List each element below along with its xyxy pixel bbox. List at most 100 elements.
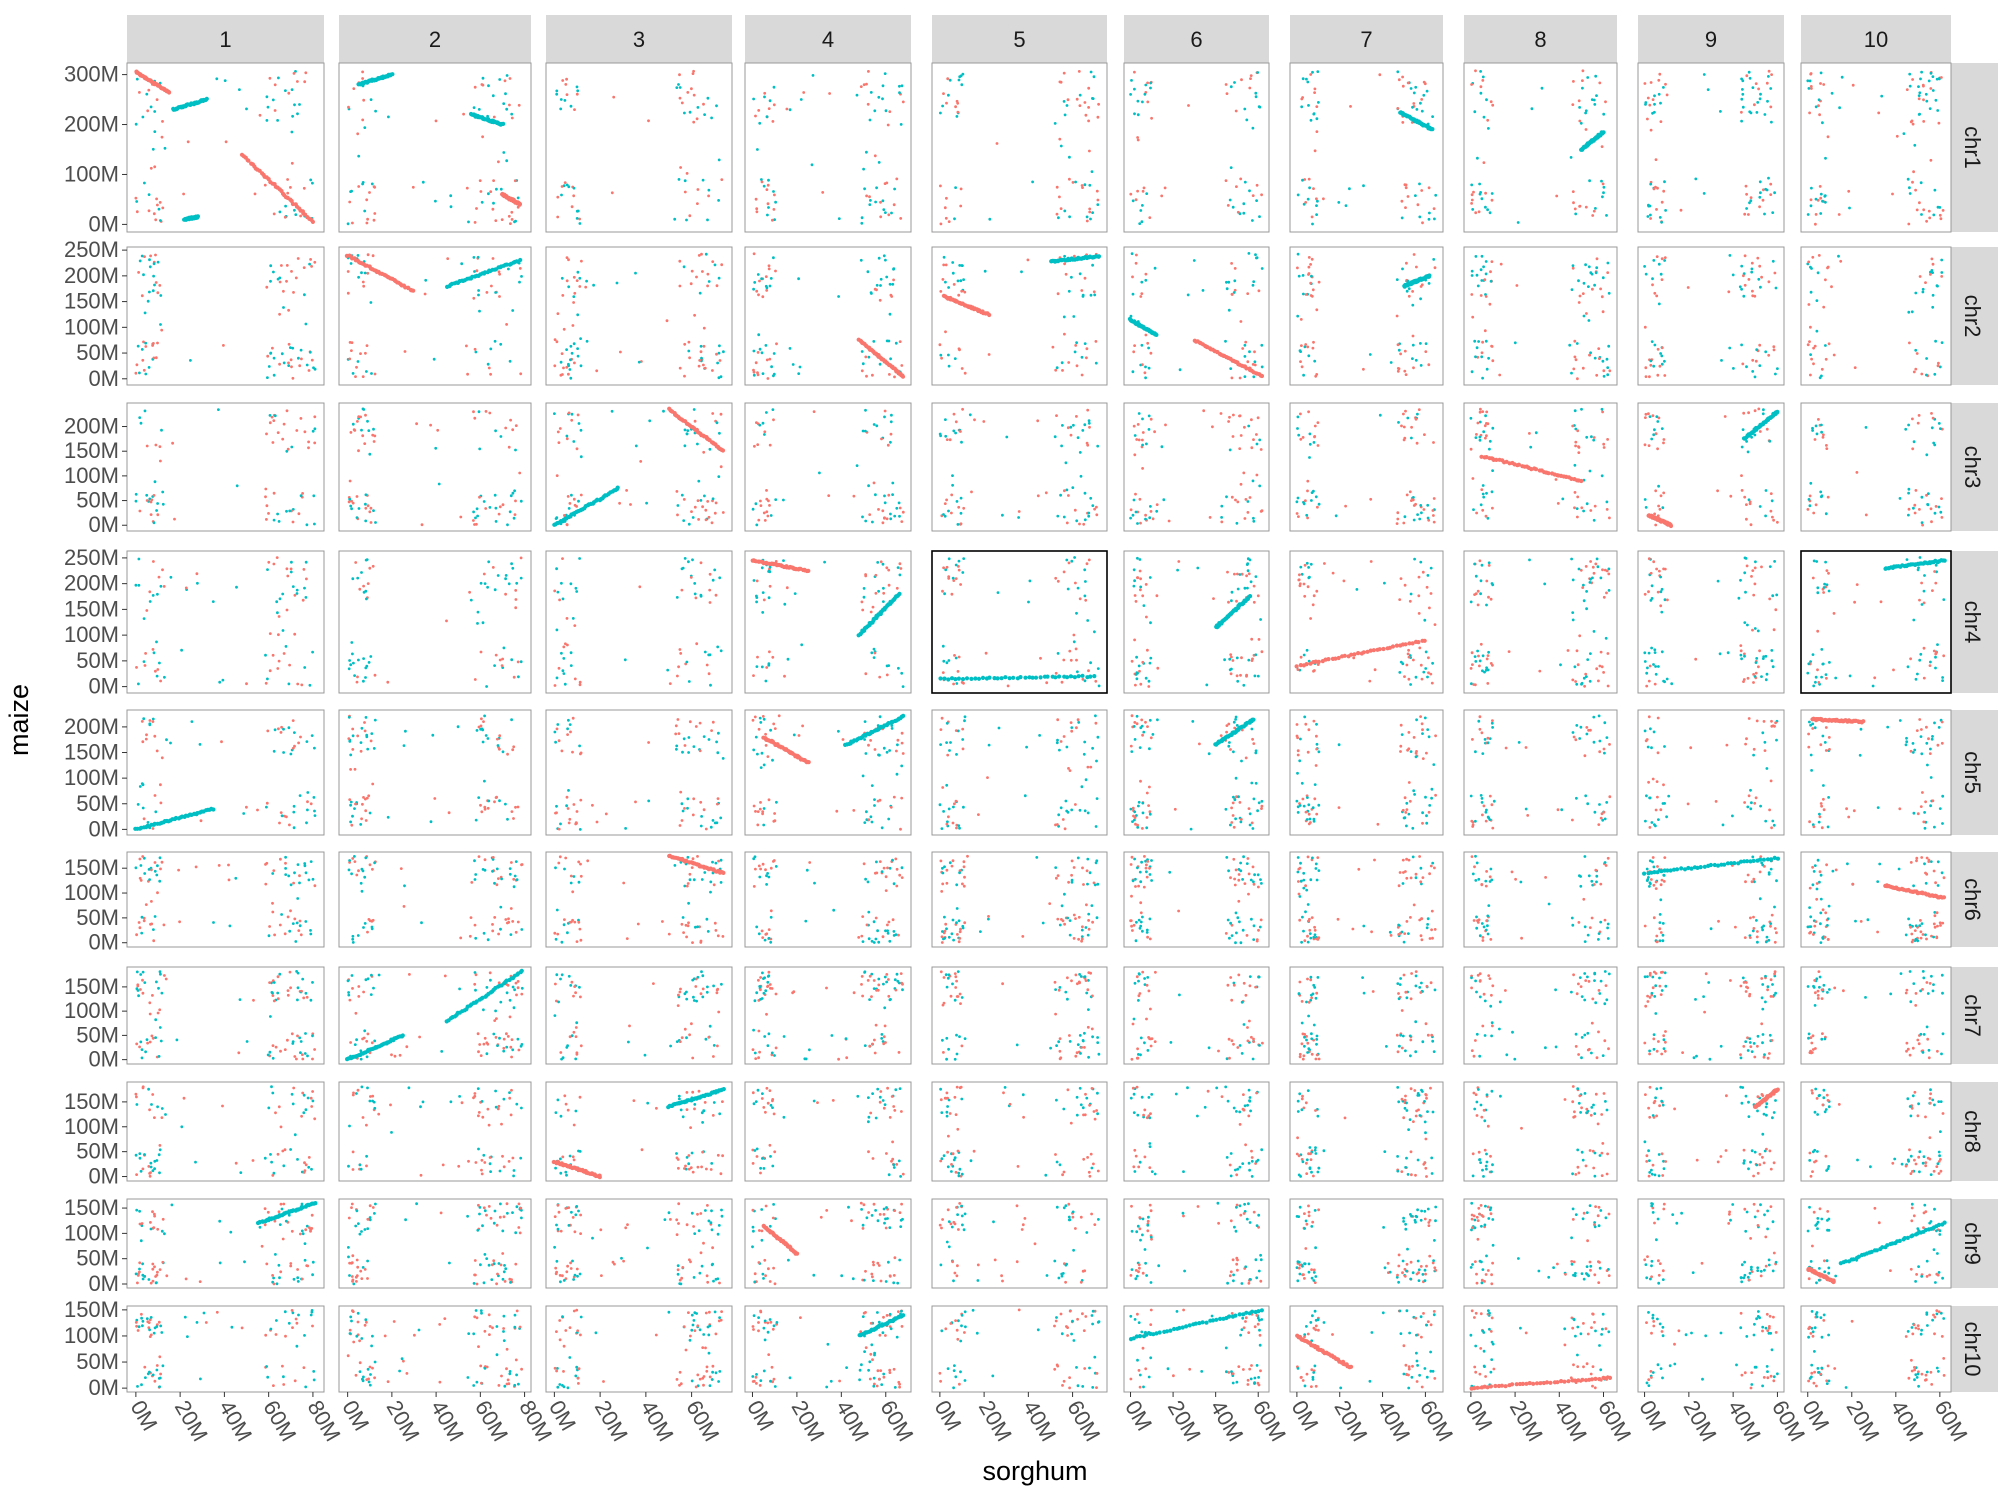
scatter-point bbox=[487, 799, 491, 803]
scatter-point bbox=[1315, 130, 1319, 134]
scatter-point bbox=[283, 932, 287, 936]
scatter-point bbox=[511, 428, 515, 432]
scatter-point bbox=[474, 818, 478, 822]
scatter-point bbox=[1406, 416, 1410, 420]
scatter-point bbox=[1575, 682, 1579, 686]
scatter-point bbox=[152, 274, 156, 278]
scatter-point bbox=[765, 510, 769, 514]
scatter-point bbox=[1648, 103, 1652, 107]
scatter-point bbox=[1395, 314, 1399, 318]
scatter-point bbox=[772, 208, 776, 211]
scatter-point bbox=[1933, 188, 1937, 192]
scatter-point bbox=[1486, 654, 1490, 657]
scatter-point bbox=[1571, 264, 1575, 267]
scatter-point bbox=[177, 868, 181, 872]
scatter-point bbox=[271, 910, 275, 914]
scatter-point bbox=[1653, 102, 1656, 106]
scatter-point bbox=[1424, 350, 1428, 353]
scatter-point bbox=[1228, 936, 1231, 940]
panel-border bbox=[744, 402, 912, 532]
scatter-point bbox=[1252, 924, 1256, 928]
scatter-point bbox=[1598, 739, 1602, 743]
scatter-point bbox=[359, 823, 363, 826]
scatter-point bbox=[483, 858, 487, 862]
scatter-point bbox=[1053, 122, 1057, 125]
scatter-point bbox=[1252, 797, 1256, 801]
scatter-point bbox=[1652, 259, 1656, 262]
scatter-point bbox=[753, 281, 757, 284]
scatter-point bbox=[586, 859, 590, 863]
scatter-point bbox=[1086, 443, 1090, 447]
scatter-point bbox=[1145, 870, 1148, 874]
scatter-point bbox=[1424, 650, 1428, 654]
scatter-point bbox=[1764, 678, 1768, 682]
scatter-point bbox=[1075, 519, 1079, 523]
scatter-point bbox=[1136, 138, 1140, 142]
scatter-point bbox=[1254, 253, 1257, 257]
scatter-point bbox=[1085, 903, 1088, 907]
scatter-point bbox=[1399, 352, 1402, 356]
scatter-point bbox=[137, 583, 141, 587]
scatter-point bbox=[1824, 560, 1827, 564]
scatter-point bbox=[1403, 436, 1407, 440]
scatter-point bbox=[1058, 80, 1062, 84]
scatter-point bbox=[1145, 615, 1148, 619]
scatter-point bbox=[1094, 361, 1098, 365]
scatter-point bbox=[1224, 83, 1228, 86]
scatter-point bbox=[138, 926, 142, 930]
scatter-point bbox=[287, 91, 291, 95]
scatter-point bbox=[1770, 659, 1774, 663]
scatter-point bbox=[235, 585, 238, 589]
scatter-point bbox=[878, 715, 882, 719]
scatter-point bbox=[1094, 721, 1098, 725]
scatter-point bbox=[1584, 263, 1587, 267]
scatter-point bbox=[1768, 808, 1771, 812]
scatter-point bbox=[159, 219, 162, 222]
scatter-point bbox=[1139, 521, 1142, 525]
scatter-point bbox=[1317, 803, 1321, 807]
scatter-point bbox=[1404, 409, 1407, 413]
scatter-point bbox=[862, 862, 866, 866]
scatter-point bbox=[356, 254, 360, 257]
scatter-point bbox=[893, 514, 897, 518]
scatter-point bbox=[1237, 878, 1241, 882]
scatter-point bbox=[253, 192, 257, 196]
scatter-point bbox=[1136, 823, 1139, 827]
scatter-point bbox=[900, 876, 904, 879]
scatter-point bbox=[1936, 743, 1940, 747]
scatter-point bbox=[1070, 729, 1074, 733]
scatter-point bbox=[572, 342, 576, 346]
scatter-point bbox=[1590, 272, 1594, 276]
scatter-point bbox=[1026, 258, 1030, 262]
scatter-point bbox=[1132, 498, 1136, 502]
scatter-point bbox=[1814, 503, 1818, 507]
panel-chr1-col-9 bbox=[1637, 62, 1785, 233]
scatter-point bbox=[1304, 343, 1308, 346]
scatter-point bbox=[499, 927, 502, 931]
scatter-point bbox=[1940, 271, 1944, 274]
scatter-point bbox=[1898, 807, 1902, 811]
scatter-point bbox=[500, 877, 503, 881]
scatter-point bbox=[757, 333, 761, 337]
scatter-point bbox=[561, 669, 565, 673]
scatter-point bbox=[812, 410, 816, 413]
scatter-point bbox=[1825, 569, 1829, 572]
scatter-point bbox=[774, 498, 778, 501]
scatter-point bbox=[1662, 491, 1666, 495]
scatter-point bbox=[1064, 272, 1068, 276]
scatter-point bbox=[1481, 669, 1484, 673]
scatter-point bbox=[1403, 349, 1407, 353]
scatter-point bbox=[1742, 411, 1746, 415]
scatter-point bbox=[699, 941, 703, 944]
scatter-point bbox=[1250, 446, 1254, 450]
scatter-point bbox=[892, 795, 896, 799]
scatter-point bbox=[138, 416, 142, 419]
scatter-point bbox=[1315, 105, 1319, 108]
scatter-point bbox=[1927, 209, 1931, 213]
scatter-point bbox=[769, 728, 772, 732]
scatter-point bbox=[1484, 414, 1487, 418]
scatter-point bbox=[1135, 253, 1138, 257]
scatter-point bbox=[1306, 750, 1310, 754]
scatter-point bbox=[1063, 113, 1067, 117]
scatter-point bbox=[1659, 808, 1663, 812]
